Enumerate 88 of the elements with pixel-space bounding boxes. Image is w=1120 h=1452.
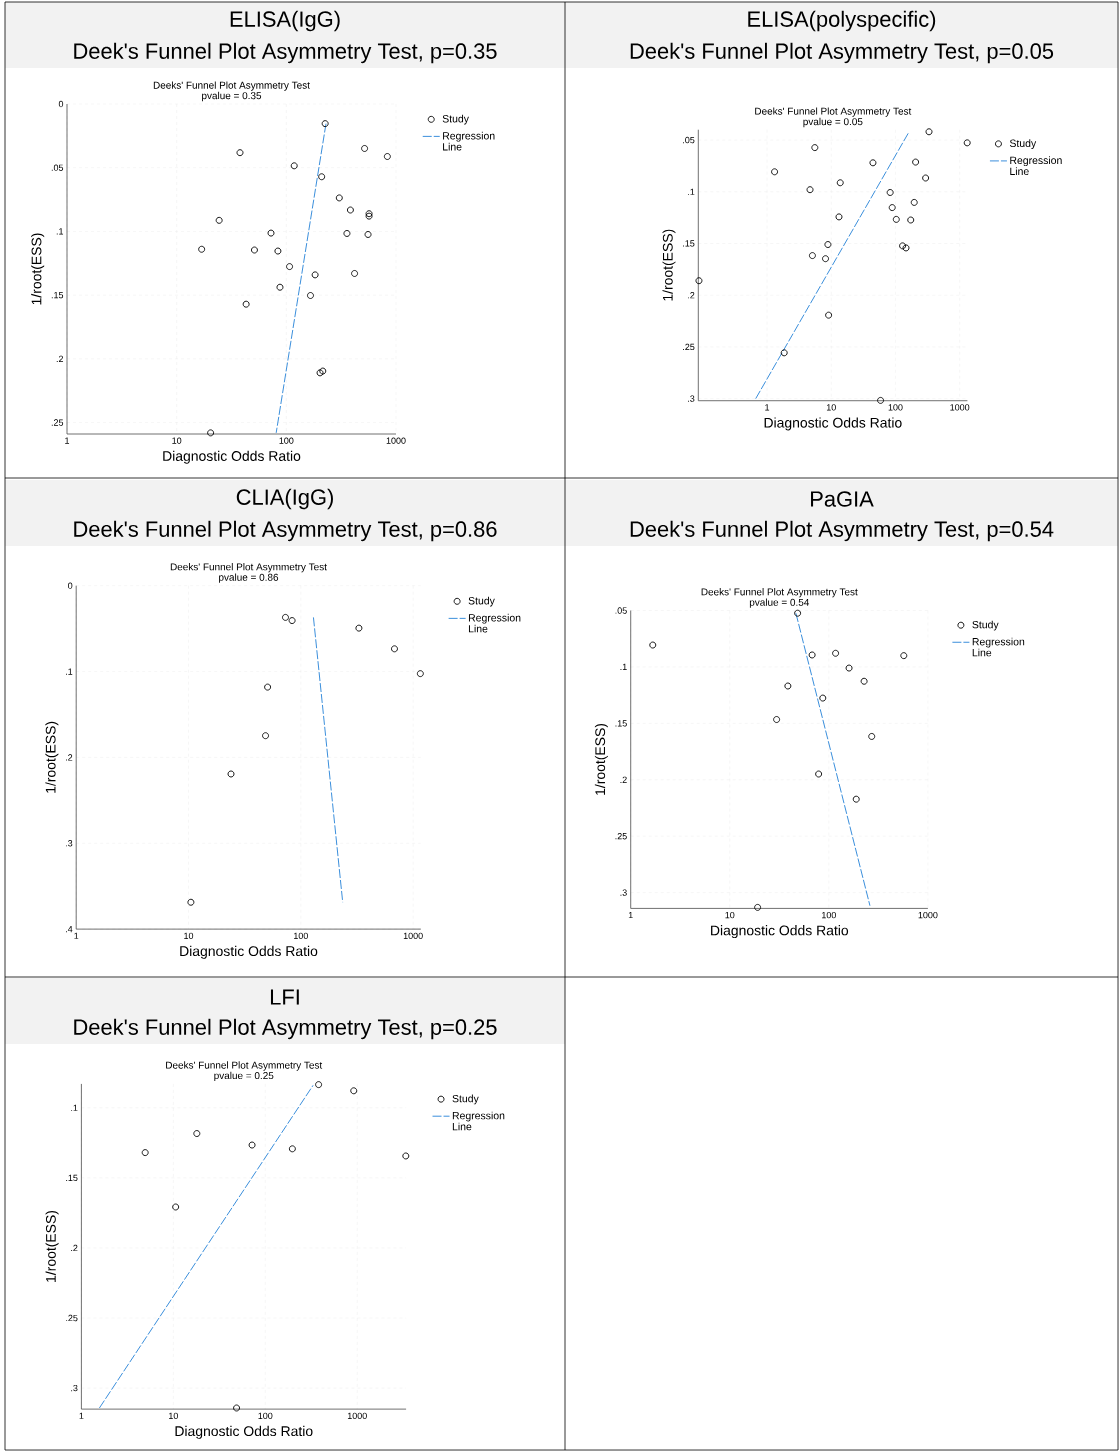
x-tick-label: 100	[279, 437, 294, 444]
legend-label: Study	[972, 620, 999, 631]
chart-title: CLIA(IgG)	[236, 488, 333, 510]
text: Deeks' Funnel Plot Asymmetry Test	[701, 588, 858, 598]
x-axis-title: Diagnostic Odds Ratio	[180, 945, 318, 959]
y-axis-title: 1/root(ESS)	[662, 229, 676, 301]
y-axis-title: 1/root(ESS)	[45, 1210, 59, 1282]
y-axis-title: 1/root(ESS)	[594, 723, 608, 795]
y-tick-label: .1	[66, 668, 73, 675]
y-tick-label: .2	[71, 1244, 78, 1252]
legend-label: Study	[452, 1094, 479, 1105]
chart-subtitle: Deek's Funnel Plot Asymmetry Test, p=0.86	[74, 520, 497, 542]
text: Deeks' Funnel Plot Asymmetry Test	[755, 107, 912, 117]
y-tick-label: .1	[688, 188, 695, 195]
x-tick-label: 10	[184, 932, 194, 939]
x-tick-label: 100	[258, 1412, 273, 1419]
y-tick-label: .15	[51, 292, 64, 299]
x-tick-label: 1	[765, 404, 770, 411]
y-axis-title: 1/root(ESS)	[45, 721, 59, 793]
x-axis-title: Diagnostic Odds Ratio	[175, 1425, 313, 1439]
y-tick-label: .05	[51, 164, 64, 171]
legend-label: Regression Line	[1010, 156, 1062, 176]
y-tick-label: .1	[56, 228, 64, 235]
x-tick-label: 1	[628, 911, 633, 919]
y-axis-title: 1/root(ESS)	[31, 233, 45, 305]
y-tick-label: .4	[66, 926, 73, 933]
x-tick-label: 100	[294, 932, 308, 939]
y-tick-label: 0	[68, 582, 73, 589]
legend-label: Regression Line	[452, 1111, 505, 1131]
x-tick-label: 1	[74, 932, 79, 939]
y-tick-label: .2	[66, 754, 73, 761]
x-axis-title: Diagnostic Odds Ratio	[711, 925, 849, 939]
y-tick-label: .2	[620, 776, 627, 783]
x-tick-label: 1000	[386, 437, 406, 444]
x-tick-label: 10	[172, 437, 182, 444]
y-tick-label: .3	[71, 1384, 78, 1392]
text: pvalue = 0.86	[219, 573, 279, 583]
x-tick-label: 1	[65, 437, 70, 444]
y-tick-label: .15	[615, 720, 627, 727]
y-tick-label: .25	[615, 833, 627, 840]
y-tick-label: .25	[51, 419, 64, 426]
text: pvalue = 0.35	[202, 91, 262, 102]
chart-subtitle: Deek's Funnel Plot Asymmetry Test, p=0.25	[74, 1018, 497, 1040]
chart-title: LFI	[270, 989, 299, 1005]
x-tick-label: 1000	[918, 911, 938, 919]
legend-label: Study	[442, 114, 469, 125]
y-tick-label: .2	[56, 355, 64, 362]
y-tick-label: .05	[683, 136, 695, 144]
y-tick-label: .25	[683, 343, 695, 351]
x-tick-label: 100	[822, 911, 836, 919]
y-tick-label: .15	[683, 240, 695, 247]
y-tick-label: .05	[615, 607, 627, 614]
y-tick-label: .3	[688, 395, 695, 402]
text: Deeks' Funnel Plot Asymmetry Test	[170, 563, 327, 573]
y-tick-label: .2	[688, 292, 695, 299]
x-tick-label: 10	[826, 404, 836, 411]
chart-subtitle: Deek's Funnel Plot Asymmetry Test, p=0.05	[630, 42, 1054, 64]
y-tick-label: .3	[620, 889, 627, 896]
text: pvalue = 0.25	[214, 1071, 274, 1082]
y-tick-label: .3	[66, 840, 73, 847]
y-tick-label: .15	[66, 1174, 78, 1181]
chart-title: ELISA(IgG)	[230, 10, 340, 32]
x-tick-label: 100	[888, 404, 903, 411]
chart-title: ELISA(polyspecific)	[748, 10, 936, 32]
x-tick-label: 10	[169, 1412, 178, 1419]
chart-subtitle: Deek's Funnel Plot Asymmetry Test, p=0.35	[74, 42, 497, 64]
legend-label: Study	[1009, 139, 1037, 150]
chart-subtitle: Deek's Funnel Plot Asymmetry Test, p=0.54	[630, 520, 1054, 542]
chart-title: PaGIA	[811, 491, 874, 507]
x-axis-title: Diagnostic Odds Ratio	[764, 417, 902, 431]
legend-label: Regression Line	[468, 613, 521, 633]
x-tick-label: 1000	[403, 932, 423, 939]
legend-label: Regression Line	[972, 637, 1025, 657]
x-axis-title: Diagnostic Odds Ratio	[163, 450, 301, 464]
text: Deeks' Funnel Plot Asymmetry Test	[166, 1061, 323, 1071]
x-tick-label: 1000	[950, 404, 970, 411]
y-tick-label: .1	[620, 663, 627, 671]
x-tick-label: 1000	[347, 1412, 367, 1419]
y-tick-label: .1	[71, 1104, 78, 1111]
y-tick-label: 0	[58, 100, 64, 108]
text: Deeks' Funnel Plot Asymmetry Test	[153, 81, 310, 91]
text: pvalue = 0.05	[803, 117, 863, 128]
legend-label: Study	[468, 596, 495, 607]
x-tick-label: 1	[79, 1412, 84, 1419]
legend-label: Regression Line	[443, 131, 495, 151]
y-tick-label: .25	[66, 1314, 78, 1322]
x-tick-label: 10	[725, 911, 735, 919]
text: pvalue = 0.54	[749, 598, 810, 608]
